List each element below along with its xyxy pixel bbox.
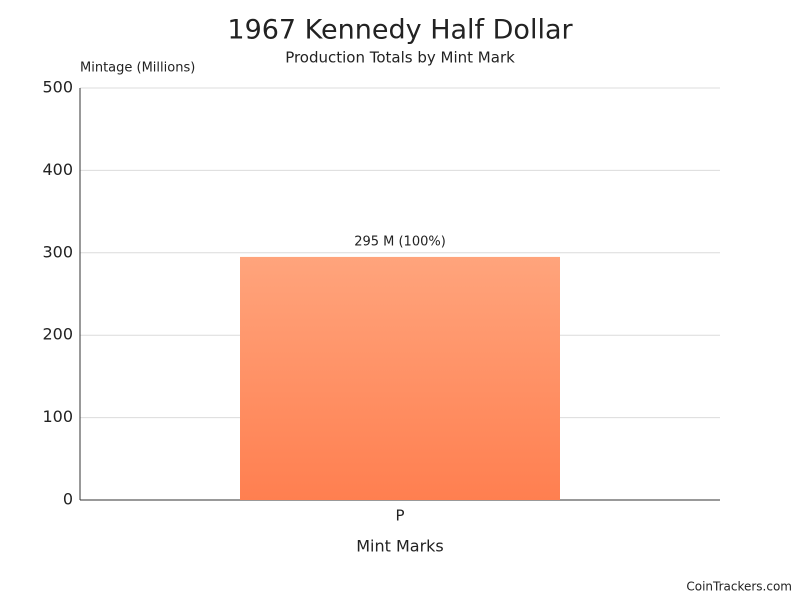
y-tick-label: 100 bbox=[42, 407, 73, 426]
x-tick-label: P bbox=[395, 507, 404, 525]
y-tick-label: 200 bbox=[42, 325, 73, 344]
chart-title: 1967 Kennedy Half Dollar bbox=[227, 15, 573, 46]
credit: CoinTrackers.com bbox=[686, 580, 792, 594]
y-axis-label: Mintage (Millions) bbox=[80, 61, 195, 76]
x-axis-label: Mint Marks bbox=[356, 537, 444, 556]
y-tick-label: 300 bbox=[42, 242, 73, 261]
y-tick-label: 500 bbox=[42, 78, 73, 97]
y-tick-label: 0 bbox=[63, 490, 73, 509]
chart-subtitle: Production Totals by Mint Mark bbox=[285, 49, 515, 67]
y-tick-label: 400 bbox=[42, 160, 73, 179]
value-label: 295 M (100%) bbox=[354, 234, 446, 249]
bar bbox=[240, 256, 560, 500]
